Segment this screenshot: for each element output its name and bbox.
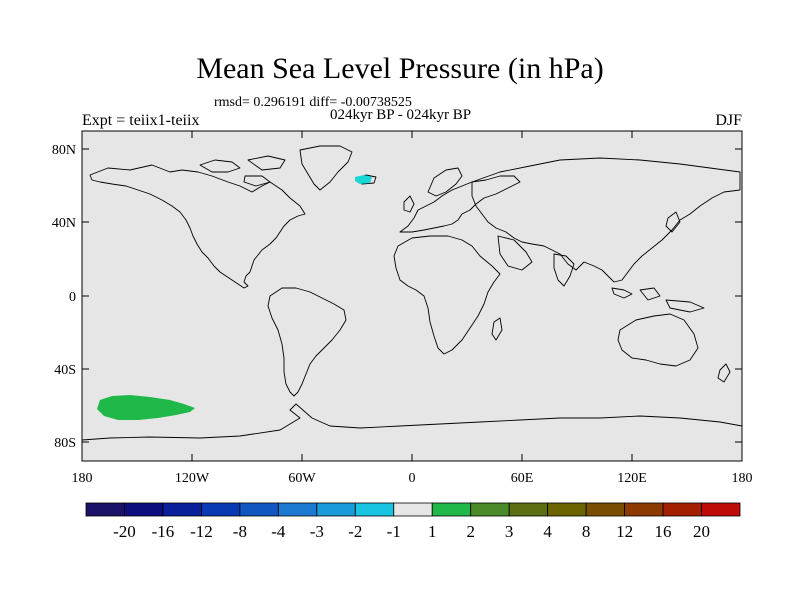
lon-label: 120W [175, 471, 210, 486]
latitude-axis [82, 148, 742, 443]
colorbar-label: 3 [505, 522, 514, 541]
colorbar-box [316, 502, 356, 517]
lon-label: 60E [511, 471, 534, 486]
colorbar-box [585, 502, 625, 517]
colorbar-box [85, 502, 125, 517]
lat-label: 80N [52, 143, 76, 158]
colorbar-label: -1 [387, 522, 401, 541]
colorbar-label: 16 [655, 522, 672, 541]
colorbar-label: 1 [428, 522, 437, 541]
colorbar-box [662, 502, 702, 517]
colorbar-label: 4 [543, 522, 552, 541]
colorbar-box [547, 502, 587, 517]
colorbar-label: 8 [582, 522, 591, 541]
colorbar-box [354, 502, 395, 517]
colorbar-box [239, 502, 279, 517]
colorbar-label: -16 [152, 522, 175, 541]
lat-label: 40N [52, 216, 76, 231]
lat-label: 40S [54, 363, 76, 378]
lon-label: 0 [409, 471, 416, 486]
colorbar-box [431, 502, 472, 517]
lon-label: 60W [288, 471, 316, 486]
colorbar-box [470, 502, 510, 517]
longitude-axis [191, 131, 633, 461]
colorbar-label: 12 [616, 522, 633, 541]
colorbar-box [201, 502, 241, 517]
experiment-label: Expt = teiix1-teiix [82, 112, 200, 129]
lat-label: 0 [69, 290, 76, 305]
season-label: DJF [715, 112, 742, 129]
stats-text: rmsd= 0.296191 diff= -0.00738525 [214, 95, 412, 110]
iceland-negative-anomaly [355, 175, 372, 184]
lon-label: 180 [72, 471, 93, 486]
colorbar-box [162, 502, 202, 517]
colorbar-label: -2 [348, 522, 362, 541]
period-text: 024kyr BP - 024kyr BP [330, 107, 472, 123]
colorbar-label: -20 [113, 522, 136, 541]
colorbar-box [701, 502, 741, 517]
colorbar-box [508, 502, 549, 517]
colorbar-box [124, 502, 164, 517]
colorbar-label: -4 [271, 522, 286, 541]
colorbar-box [393, 502, 433, 517]
colorbar [85, 502, 741, 517]
colorbar-label: 20 [693, 522, 710, 541]
south-pacific-positive-anomaly [97, 395, 195, 420]
lon-label: 180 [732, 471, 753, 486]
map-background [81, 130, 743, 462]
lon-label: 120E [617, 471, 647, 486]
figure-title: Mean Sea Level Pressure (in hPa) [196, 52, 604, 85]
lat-label: 80S [54, 436, 76, 451]
colorbar-label: -12 [190, 522, 213, 541]
colorbar-box [624, 502, 664, 517]
colorbar-labels: -20 -16 -12 -8 -4 -3 -2 -1 1 2 3 4 8 12 16 20 [113, 522, 710, 541]
colorbar-box [277, 502, 318, 517]
coastlines [81, 145, 743, 441]
colorbar-label: 2 [466, 522, 475, 541]
colorbar-label: -8 [233, 522, 247, 541]
colorbar-label: -3 [310, 522, 324, 541]
